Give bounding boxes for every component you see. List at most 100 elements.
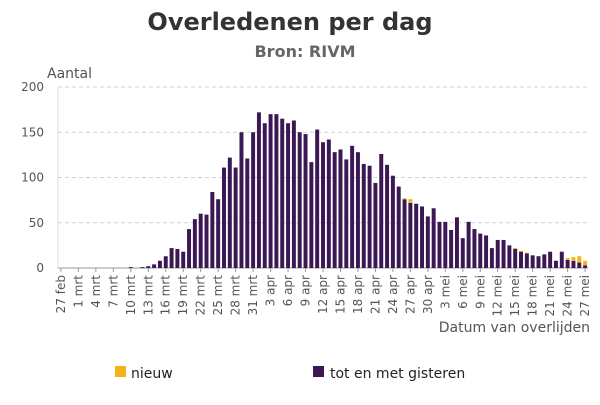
bar-tot-en-met-gisteren [315,129,320,268]
x-tick-label: 24 apr [386,275,400,314]
bar-nieuw [565,258,570,260]
bar-tot-en-met-gisteren [431,208,436,268]
x-tick-label: 18 apr [351,275,365,314]
x-tick-label: 21 apr [368,275,382,314]
bar-tot-en-met-gisteren [303,134,308,268]
bar-tot-en-met-gisteren [454,217,459,268]
x-tick-label: 15 apr [333,275,347,314]
bar-nieuw [577,256,582,263]
bar-nieuw [408,199,413,203]
x-tick-label: 6 apr [281,275,295,306]
legend-label-nieuw: nieuw [131,366,173,382]
legend-label-tot-en-met-gisteren: tot en met gisteren [330,366,465,382]
x-ticks: 27 feb 1 mrt 4 mrt 7 mrt 10 mrt 13 mrt 16 mrt 1… [54,268,592,317]
bar-tot-en-met-gisteren [420,206,424,268]
bars [128,112,588,269]
x-tick-label: 22 mrt [194,275,208,316]
bar-tot-en-met-gisteren [291,120,296,268]
legend: nieuw tot en met gisteren [115,366,465,382]
bar-tot-en-met-gisteren [396,186,401,268]
bar-tot-en-met-gisteren [513,248,518,268]
y-tick-label: 0 [36,261,44,275]
bar-nieuw [513,248,518,249]
bar-tot-en-met-gisteren [519,251,524,268]
bar-tot-en-met-gisteren [367,165,372,268]
x-tick-label: 31 mrt [246,275,260,316]
bar-tot-en-met-gisteren [437,221,442,268]
bar-tot-en-met-gisteren [344,159,349,268]
bar-tot-en-met-gisteren [355,152,360,268]
x-tick-label: 3 mei [438,275,452,309]
bar-tot-en-met-gisteren [379,153,384,268]
bar-tot-en-met-gisteren [501,239,506,268]
bar-nieuw [402,198,407,200]
bar-tot-en-met-gisteren [187,229,192,268]
bar-tot-en-met-gisteren [251,132,256,268]
bar-tot-en-met-gisteren [489,248,494,268]
bar-tot-en-met-gisteren [163,256,168,268]
bar-tot-en-met-gisteren [385,164,390,268]
bar-tot-en-met-gisteren [321,142,325,268]
bar-tot-en-met-gisteren [472,229,477,268]
bar-tot-en-met-gisteren [332,152,337,268]
x-tick-label: 12 mei [491,275,505,317]
x-tick-label: 1 mrt [71,275,85,308]
bar-tot-en-met-gisteren [326,139,331,268]
bar-tot-en-met-gisteren [524,253,529,268]
x-tick-label: 4 mrt [89,275,103,308]
chart-subtitle: Bron: RIVM [254,42,355,61]
x-tick-label: 6 mei [456,275,470,309]
x-tick-label: 25 mrt [211,275,225,316]
bar-tot-en-met-gisteren [297,132,302,268]
bar-tot-en-met-gisteren [239,132,244,268]
bar-tot-en-met-gisteren [204,214,209,268]
bar-tot-en-met-gisteren [268,114,273,269]
bar-tot-en-met-gisteren [449,229,454,268]
bar-tot-en-met-gisteren [390,175,395,268]
bar-tot-en-met-gisteren [373,182,378,268]
x-tick-label: 15 mei [508,275,522,317]
bar-nieuw [583,260,588,266]
bar-tot-en-met-gisteren [128,267,133,268]
bar-tot-en-met-gisteren [460,238,465,268]
bar-tot-en-met-gisteren [565,259,570,268]
x-tick-label: 10 mrt [124,275,138,316]
x-tick-label: 24 mei [561,275,575,317]
x-tick-label: 9 mei [473,275,487,309]
bar-tot-en-met-gisteren [361,163,366,268]
x-tick-label: 16 mrt [159,275,173,316]
bar-tot-en-met-gisteren [402,199,407,268]
legend-swatch-nieuw [115,366,126,377]
chart-title: Overledenen per dag [147,8,432,36]
bar-tot-en-met-gisteren [227,157,232,268]
bar-tot-en-met-gisteren [583,265,588,268]
bar-tot-en-met-gisteren [425,216,430,268]
bar-tot-en-met-gisteren [198,213,203,268]
bar-tot-en-met-gisteren [181,251,186,268]
bar-tot-en-met-gisteren [152,264,157,268]
x-tick-label: 9 apr [299,275,313,306]
bar-tot-en-met-gisteren [192,219,197,268]
bar-tot-en-met-gisteren [553,260,558,268]
bar-tot-en-met-gisteren [274,114,279,269]
y-axis-label: Aantal [47,66,92,82]
bar-tot-en-met-gisteren [571,260,576,268]
bar-nieuw [524,252,529,254]
bar-tot-en-met-gisteren [548,251,553,268]
bar-tot-en-met-gisteren [222,167,226,268]
x-tick-label: 19 mrt [176,275,190,316]
x-tick-label: 27 mei [578,275,592,317]
bar-tot-en-met-gisteren [507,245,512,268]
y-tick-label: 150 [21,125,44,139]
bar-nieuw [519,250,524,252]
x-tick-label: 12 apr [316,275,330,314]
bar-nieuw [571,257,576,261]
bar-tot-en-met-gisteren [559,251,564,268]
bar-tot-en-met-gisteren [466,221,471,268]
bar-tot-en-met-gisteren [414,203,419,268]
bar-tot-en-met-gisteren [210,191,215,268]
y-tick-label: 200 [21,80,44,94]
bar-tot-en-met-gisteren [443,221,448,268]
